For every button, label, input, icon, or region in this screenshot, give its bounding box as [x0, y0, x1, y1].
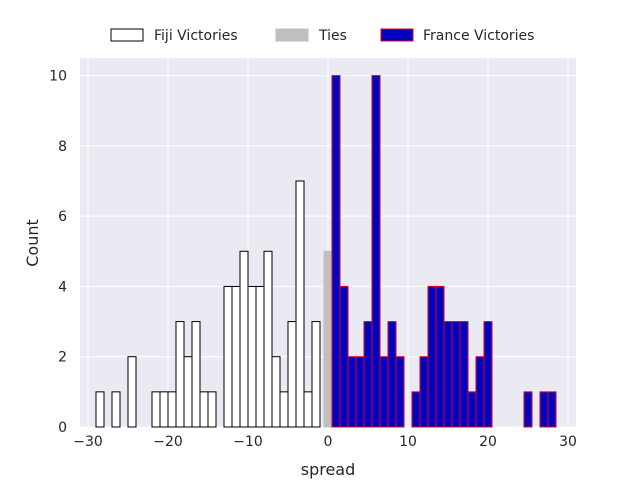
bar-fiji-victories	[191, 321, 201, 428]
x-tick-label: −10	[233, 434, 263, 450]
bar-fiji-victories	[207, 391, 217, 428]
bar-france-victories	[347, 356, 357, 428]
bar-france-victories	[363, 321, 373, 428]
x-tick-label: 10	[399, 434, 417, 450]
x-tick-label: −30	[73, 434, 103, 450]
x-tick-label: −20	[153, 434, 183, 450]
bar-fiji-victories	[151, 391, 161, 428]
bar-fiji-victories	[279, 391, 289, 428]
x-tick-label: 0	[324, 434, 333, 450]
x-axis-label: spread	[301, 460, 356, 479]
bar-fiji-victories	[175, 321, 185, 428]
bar-fiji-victories	[95, 391, 105, 428]
y-tick-label: 4	[58, 279, 67, 295]
legend: Fiji Victories Ties France Victories	[110, 28, 534, 44]
bar-fiji-victories	[223, 285, 233, 428]
bar-france-victories	[459, 321, 469, 428]
legend-label-fiji-victories: Fiji Victories	[154, 28, 238, 44]
bar-fiji-victories	[159, 391, 169, 428]
legend-label-france-victories: France Victories	[423, 28, 534, 44]
bar-france-victories	[331, 75, 341, 428]
bar-france-victories	[419, 356, 429, 428]
bar-fiji-victories	[127, 356, 137, 428]
y-axis-label: Count	[23, 219, 42, 267]
y-tick-label: 10	[49, 69, 67, 85]
bar-france-victories	[355, 356, 365, 428]
bar-fiji-victories	[247, 285, 257, 428]
bar-france-victories	[387, 321, 397, 428]
legend-swatch-fiji-victories	[110, 28, 144, 42]
x-tick-labels: −30 −20 −10 0 10 20 30	[73, 434, 577, 450]
bar-france-victories	[339, 285, 349, 428]
bar-france-victories	[371, 75, 381, 428]
bar-france-victories	[443, 321, 453, 428]
y-tick-label: 2	[58, 350, 67, 366]
bar-france-victories	[523, 391, 533, 428]
legend-swatch-ties	[275, 28, 309, 42]
y-tick-label: 6	[58, 209, 67, 225]
bar-fiji-victories	[271, 356, 281, 428]
bar-france-victories	[467, 391, 477, 428]
x-tick-label: 30	[559, 434, 577, 450]
bars-layer	[95, 75, 557, 428]
bar-fiji-victories	[303, 391, 313, 428]
bar-fiji-victories	[199, 391, 209, 428]
legend-swatch-france-victories	[380, 28, 414, 42]
bar-fiji-victories	[263, 250, 273, 428]
bar-ties	[323, 250, 333, 428]
bar-fiji-victories	[287, 321, 297, 428]
bar-fiji-victories	[295, 180, 305, 428]
x-tick-label: 20	[479, 434, 497, 450]
bar-fiji-victories	[183, 356, 193, 428]
bar-france-victories	[451, 321, 461, 428]
legend-label-ties: Ties	[318, 28, 347, 44]
bar-france-victories	[435, 285, 445, 428]
bar-fiji-victories	[111, 391, 121, 428]
bar-france-victories	[427, 285, 437, 428]
bar-fiji-victories	[231, 285, 241, 428]
bar-fiji-victories	[255, 285, 265, 428]
y-tick-label: 0	[58, 420, 67, 436]
bar-fiji-victories	[239, 250, 249, 428]
bar-france-victories	[379, 356, 389, 428]
bar-france-victories	[395, 356, 405, 428]
bar-fiji-victories	[311, 321, 321, 428]
bar-france-victories	[411, 391, 421, 428]
bar-fiji-victories	[167, 391, 177, 428]
y-tick-labels: 0 2 4 6 8 10	[49, 69, 67, 436]
y-tick-label: 8	[58, 139, 67, 155]
bar-france-victories	[539, 391, 549, 428]
bar-france-victories	[483, 321, 493, 428]
bar-france-victories	[547, 391, 557, 428]
bar-france-victories	[475, 356, 485, 428]
